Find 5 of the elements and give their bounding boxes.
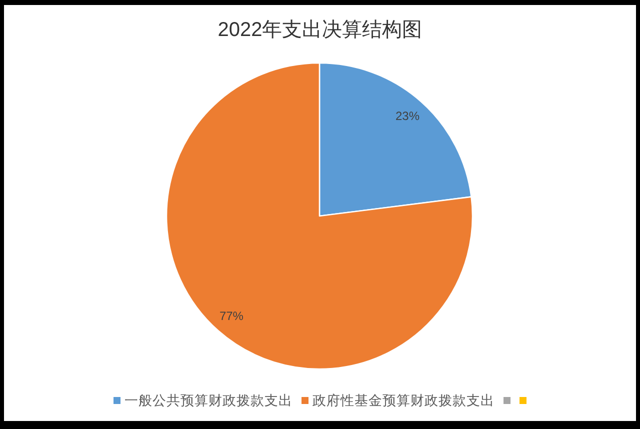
legend-label: 一般公共预算财政拨款支出 (124, 393, 292, 408)
legend-label: 政府性基金预算财政拨款支出 (312, 393, 494, 408)
data-label: 23% (396, 109, 420, 124)
chart-title: 2022年支出决算结构图 (218, 19, 422, 41)
data-label: 77% (219, 308, 244, 323)
